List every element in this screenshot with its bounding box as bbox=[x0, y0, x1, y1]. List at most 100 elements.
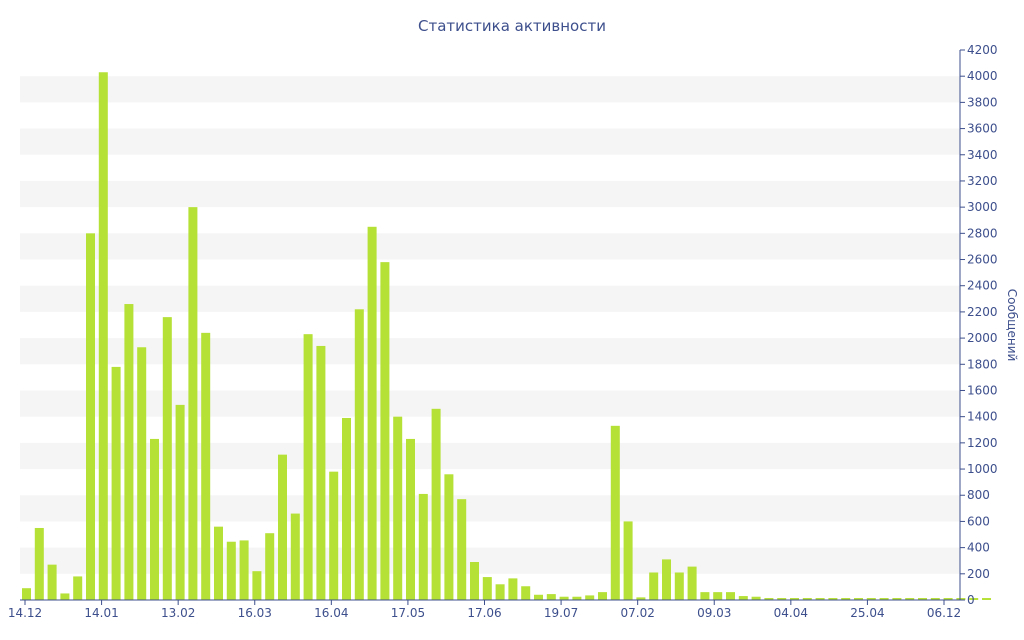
bar bbox=[598, 592, 607, 600]
bar bbox=[137, 347, 147, 600]
x-tick-label: 04.04 bbox=[774, 606, 808, 620]
x-tick-label: 09.03 bbox=[697, 606, 731, 620]
y-tick-label: 1800 bbox=[967, 357, 998, 371]
y-tick-label: 200 bbox=[967, 567, 990, 581]
bar bbox=[892, 598, 902, 600]
bar bbox=[470, 562, 479, 600]
bar bbox=[73, 576, 83, 600]
y-tick-label: 1200 bbox=[967, 436, 998, 450]
grid-band bbox=[20, 285, 960, 312]
y-tick-label: 2800 bbox=[967, 226, 998, 240]
bar bbox=[226, 541, 236, 600]
bar bbox=[777, 598, 787, 600]
y-axis: 0 200 400 600 800 1000 1200 1400 1600 1800 2000 220… bbox=[959, 43, 998, 607]
y-tick-label: 3200 bbox=[967, 174, 998, 188]
bar bbox=[508, 578, 518, 600]
bar bbox=[201, 332, 211, 600]
grid-bands bbox=[20, 76, 960, 574]
bar bbox=[726, 592, 735, 600]
bar bbox=[367, 226, 377, 601]
bar bbox=[982, 598, 991, 600]
grid-band bbox=[20, 76, 960, 103]
x-tick-label: 14.01 bbox=[84, 606, 118, 620]
grid-band bbox=[20, 495, 960, 522]
y-tick-label: 1600 bbox=[967, 383, 998, 397]
bar bbox=[188, 207, 198, 600]
bar bbox=[22, 588, 31, 600]
bar bbox=[406, 438, 415, 600]
bar bbox=[60, 593, 70, 600]
y-tick-label: 3400 bbox=[967, 148, 998, 162]
bar bbox=[674, 572, 684, 600]
bar bbox=[290, 513, 300, 600]
bar bbox=[482, 577, 492, 600]
y-tick-label: 4200 bbox=[967, 43, 998, 57]
bar bbox=[354, 309, 364, 600]
bar bbox=[495, 584, 505, 600]
bar bbox=[534, 594, 543, 600]
bar bbox=[265, 533, 275, 600]
bar bbox=[687, 566, 697, 600]
bar bbox=[329, 471, 339, 600]
y-tick-label: 4000 bbox=[967, 69, 998, 83]
y-tick-label: 600 bbox=[967, 514, 990, 528]
y-tick-label: 2200 bbox=[967, 305, 998, 319]
bar bbox=[150, 438, 159, 600]
bar bbox=[175, 404, 185, 600]
y-tick-label: 3600 bbox=[967, 122, 998, 136]
bar bbox=[111, 366, 121, 600]
y-tick-label: 0 bbox=[967, 593, 975, 607]
bar bbox=[585, 595, 595, 600]
bar bbox=[444, 474, 454, 600]
y-tick-label: 800 bbox=[967, 488, 990, 502]
bar bbox=[713, 592, 723, 600]
y-tick-label: 3800 bbox=[967, 95, 998, 109]
y-tick-label: 3000 bbox=[967, 200, 998, 214]
bar bbox=[636, 597, 646, 600]
x-tick-label: 07.02 bbox=[620, 606, 654, 620]
x-tick-label: 14.12 bbox=[8, 606, 42, 620]
bar bbox=[802, 598, 812, 600]
bar bbox=[278, 454, 287, 600]
x-axis: 14.12 14.01 13.02 16.03 16.04 17.05 17.06 19.07… bbox=[8, 599, 961, 620]
bar bbox=[98, 72, 108, 600]
bar-series bbox=[22, 72, 991, 601]
bar bbox=[546, 594, 556, 600]
y-tick-label: 1400 bbox=[967, 410, 998, 424]
bar bbox=[380, 262, 390, 600]
bar bbox=[943, 598, 953, 600]
bar bbox=[738, 596, 748, 600]
y-tick-label: 2400 bbox=[967, 279, 998, 293]
bar bbox=[930, 598, 940, 600]
y-tick-label: 2600 bbox=[967, 253, 998, 267]
bar bbox=[918, 598, 927, 600]
bar bbox=[162, 317, 172, 600]
x-tick-label: 16.03 bbox=[238, 606, 272, 620]
grid-band bbox=[20, 547, 960, 574]
bar bbox=[879, 598, 889, 600]
bar bbox=[47, 564, 57, 600]
bar bbox=[559, 596, 569, 600]
bar bbox=[457, 499, 467, 600]
bar bbox=[956, 598, 966, 600]
bar bbox=[854, 598, 863, 600]
y-tick-label: 2000 bbox=[967, 331, 998, 345]
grid-band bbox=[20, 442, 960, 470]
bar bbox=[418, 493, 428, 600]
bar bbox=[662, 559, 671, 600]
bar bbox=[521, 586, 531, 600]
grid-band bbox=[20, 180, 960, 208]
x-tick-label: 19.07 bbox=[544, 606, 578, 620]
y-axis-label: Сообщений bbox=[1005, 289, 1019, 362]
bar bbox=[431, 408, 441, 600]
y-tick-label: 1000 bbox=[967, 462, 998, 476]
bar bbox=[86, 233, 95, 600]
x-tick-label: 17.05 bbox=[391, 606, 425, 620]
bar bbox=[393, 416, 403, 600]
bar bbox=[610, 425, 620, 600]
x-tick-label: 13.02 bbox=[161, 606, 195, 620]
bar bbox=[342, 417, 351, 600]
chart-title: Статистика активности bbox=[418, 17, 606, 35]
